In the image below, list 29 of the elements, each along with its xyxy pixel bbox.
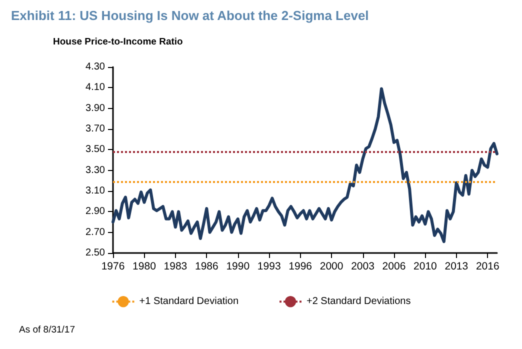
x-tick-label: 2016: [476, 260, 500, 272]
line-series: [112, 87, 498, 244]
x-tick-label: 2013: [444, 260, 468, 272]
text: As of 8/31/17: [19, 324, 75, 336]
x-tick-label: 1990: [226, 260, 250, 272]
y-tick-label: 3.50: [86, 144, 106, 156]
x-tick-label: 1980: [132, 260, 156, 272]
x-tick-label: 1983: [164, 260, 188, 272]
y-tick-label: 4.10: [86, 82, 106, 94]
x-tick-label: 1996: [288, 260, 312, 272]
y-tick-label: 2.50: [86, 248, 106, 258]
legend-label: +2 Standard Deviations: [306, 296, 411, 308]
x-tick-label: 2003: [351, 260, 375, 272]
x-tick-label: 1976: [101, 260, 125, 272]
y-tick-label: 3.90: [86, 102, 106, 114]
y-tick-label: 2.90: [86, 206, 106, 218]
y-tick-label: 3.30: [86, 164, 106, 176]
y-tick-label: 2.70: [86, 226, 106, 238]
x-tick-label: 2010: [414, 260, 438, 272]
x-tick-label: 1986: [194, 260, 218, 272]
x-tick-label: 1993: [257, 260, 281, 272]
y-tick-label: 4.30: [86, 62, 106, 72]
chart-subtitle: House Price-to-Income Ratio: [53, 36, 184, 48]
x-tick-label: 2006: [382, 260, 406, 272]
y-tick-label: 3.10: [86, 186, 106, 196]
x-tick-label: 2000: [320, 260, 344, 272]
chart-title: Exhibit 11: US Housing Is Now at About the 2-Sigma Level: [11, 8, 369, 23]
y-tick-label: 3.70: [86, 124, 106, 134]
legend-label: +1 Standard Deviation: [139, 296, 238, 308]
